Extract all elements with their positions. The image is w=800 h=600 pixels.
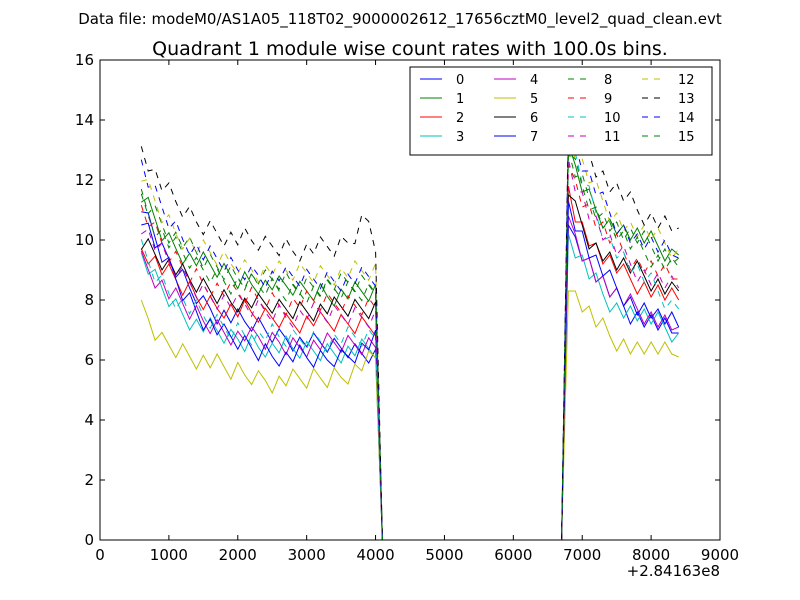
y-tick-label: 2 — [84, 471, 94, 489]
x-tick-label: 5000 — [425, 546, 463, 564]
legend-label-2: 2 — [456, 111, 464, 126]
legend-label-13: 13 — [678, 92, 695, 107]
figure-suptitle: Data file: modeM0/AS1A05_118T02_90000026… — [78, 10, 722, 29]
series-line-14 — [140, 125, 679, 541]
x-tick-label: 9000 — [701, 546, 739, 564]
x-tick-label: 1000 — [150, 546, 188, 564]
legend-label-3: 3 — [456, 130, 464, 145]
y-tick-label: 10 — [75, 231, 94, 249]
legend-label-10: 10 — [604, 111, 621, 126]
y-tick-label: 6 — [84, 351, 94, 369]
series-line-15 — [140, 151, 680, 541]
legend-label-1: 1 — [456, 92, 464, 107]
legend-label-8: 8 — [604, 73, 612, 88]
y-tick-label: 14 — [75, 111, 94, 129]
legend-label-6: 6 — [530, 111, 538, 126]
legend-label-14: 14 — [678, 111, 695, 126]
y-tick-label: 16 — [75, 51, 94, 69]
x-offset-label: +2.84163e8 — [627, 562, 720, 580]
x-tick-label: 0 — [95, 546, 105, 564]
legend-label-12: 12 — [678, 73, 695, 88]
x-tick-label: 2000 — [219, 546, 257, 564]
y-tick-label: 12 — [75, 171, 94, 189]
legend-label-0: 0 — [456, 73, 464, 88]
x-tick-label: 4000 — [356, 546, 394, 564]
x-tick-label: 8000 — [632, 546, 670, 564]
legend-label-9: 9 — [604, 92, 612, 107]
series-line-10 — [140, 139, 680, 541]
y-tick-label: 4 — [84, 411, 94, 429]
y-tick-label: 0 — [84, 531, 94, 549]
legend-label-4: 4 — [530, 73, 538, 88]
x-tick-label: 3000 — [288, 546, 326, 564]
legend-label-11: 11 — [604, 130, 621, 145]
y-tick-label: 8 — [84, 291, 94, 309]
series-line-12 — [141, 134, 680, 541]
chart-title: Quadrant 1 module wise count rates with … — [152, 38, 668, 60]
x-tick-label: 6000 — [494, 546, 532, 564]
legend-box — [409, 66, 713, 156]
legend-label-7: 7 — [530, 130, 538, 145]
legend-label-15: 15 — [678, 130, 695, 145]
ticks-layer: 0 1000 2000 3000 4000 5000 6000 7000 8000 9000 0 2 4… — [75, 51, 739, 564]
x-tick-label: 7000 — [563, 546, 601, 564]
legend-label-5: 5 — [530, 92, 538, 107]
